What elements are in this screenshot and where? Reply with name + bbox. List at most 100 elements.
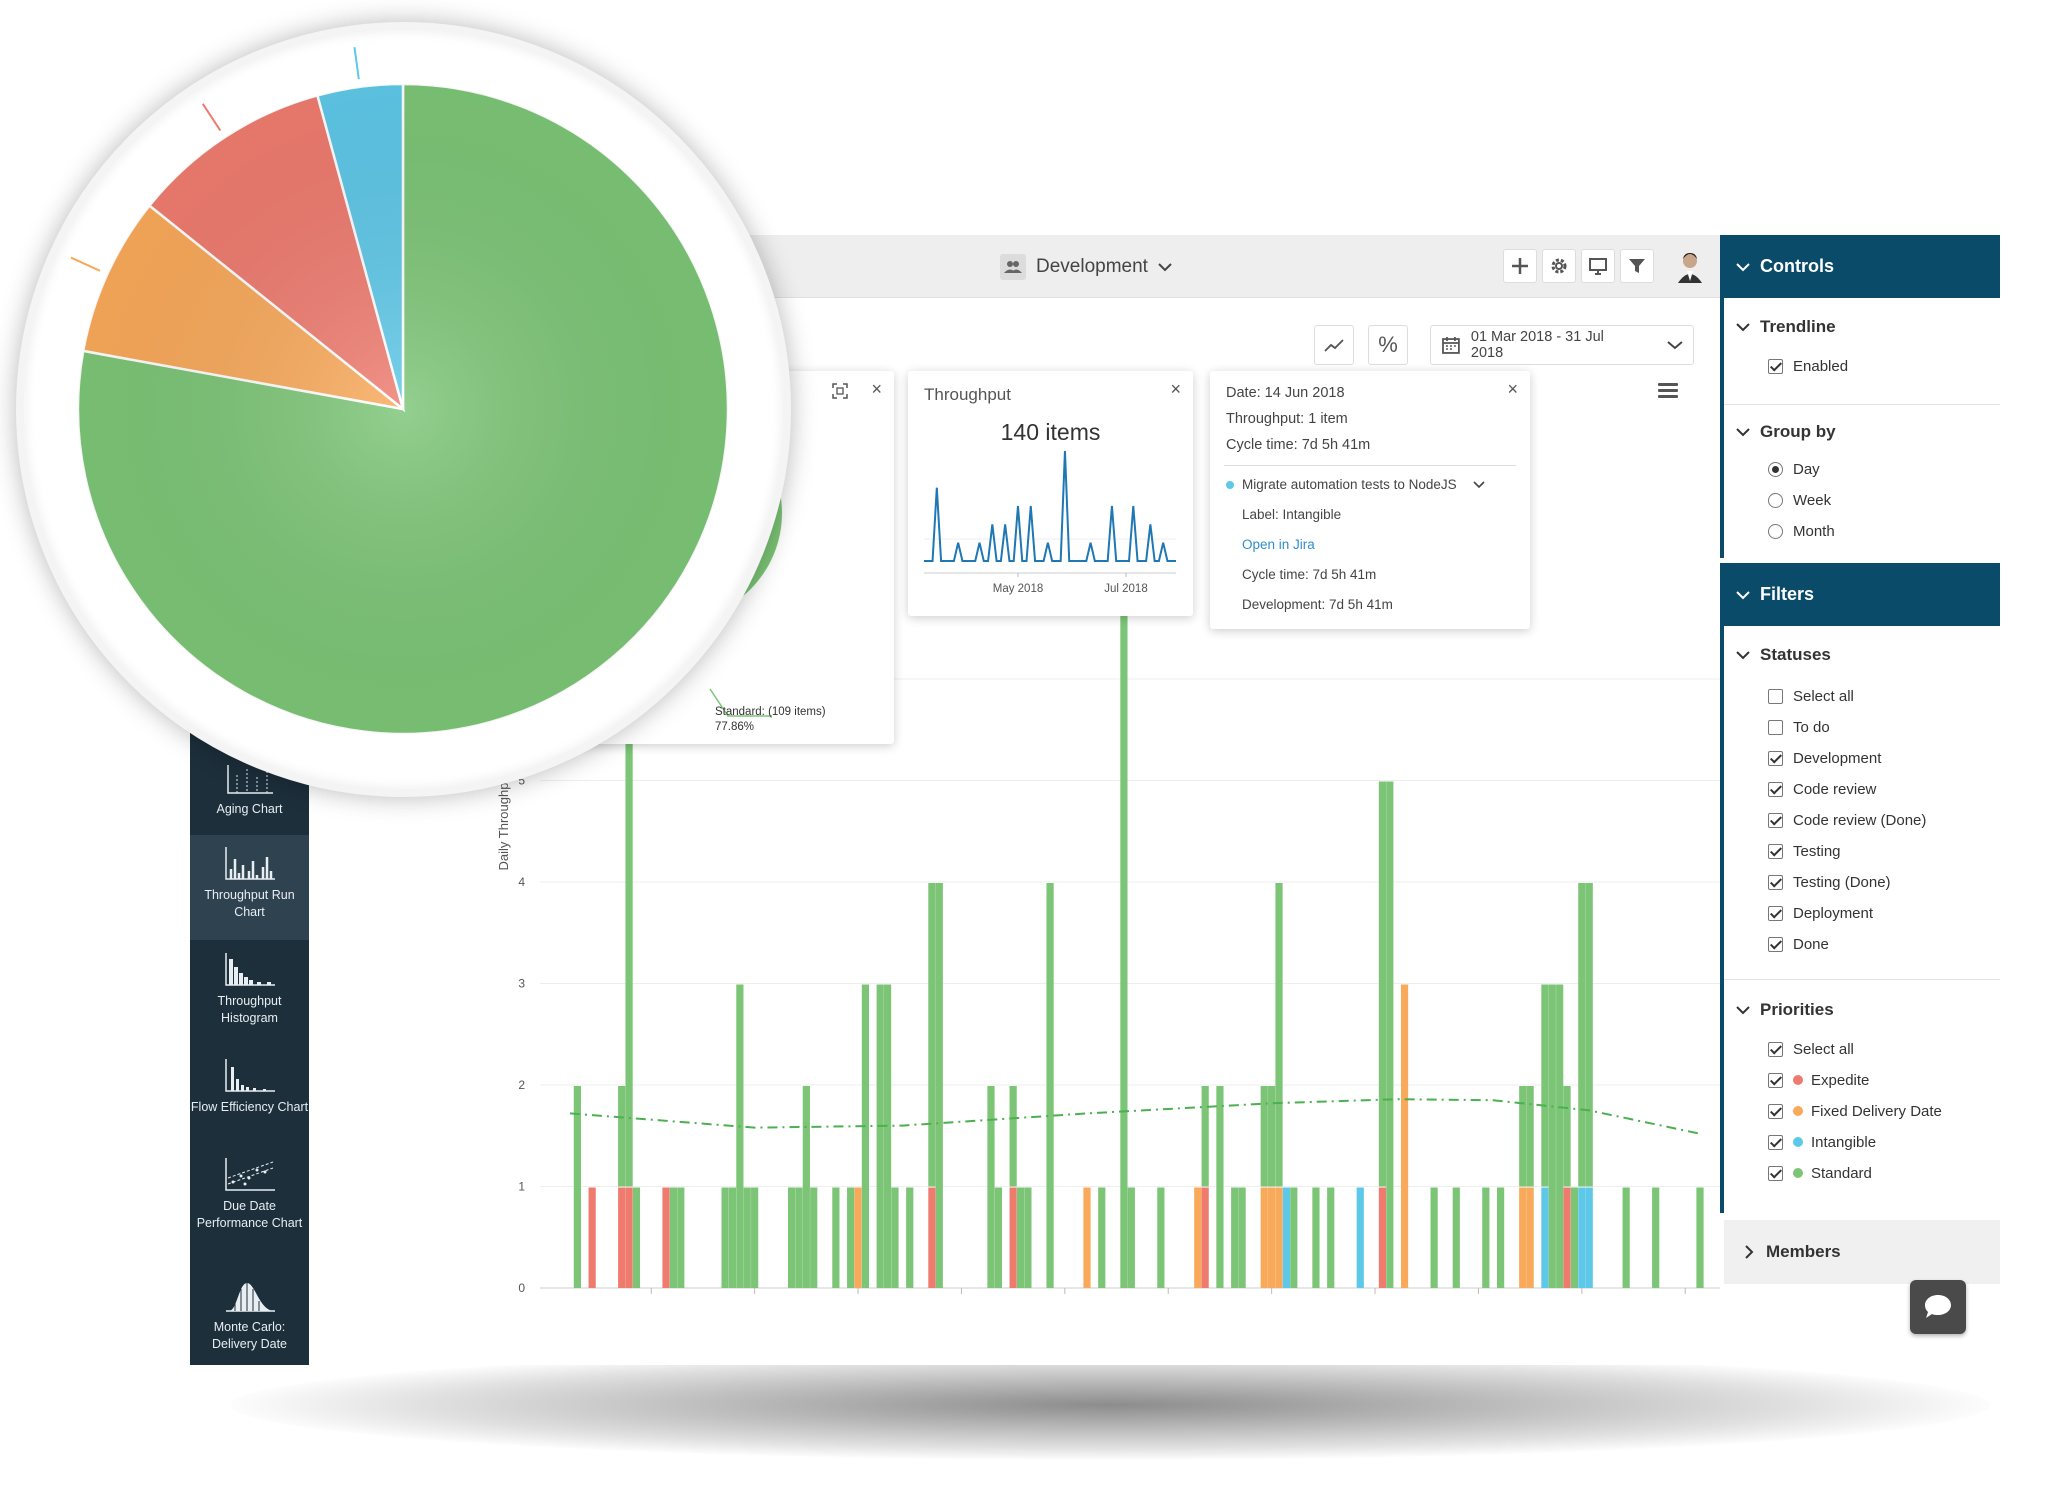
y-tick-label: 5 [518, 774, 525, 788]
priorities-section-toggle[interactable]: Priorities [1736, 1000, 1834, 1020]
y-tick-label: 1 [518, 1180, 525, 1194]
filters-header[interactable]: Filters [1720, 563, 2000, 626]
checkbox[interactable] [1768, 1072, 1783, 1088]
bar-segment [935, 883, 943, 1288]
priority-filter-option[interactable]: Intangible [1768, 1132, 1876, 1152]
status-filter-option[interactable]: Code review [1768, 779, 1876, 799]
radio[interactable] [1768, 461, 1783, 477]
status-filter-option[interactable]: To do [1768, 717, 1830, 737]
focus-icon[interactable] [832, 383, 848, 399]
checkbox[interactable] [1768, 812, 1783, 828]
checkbox[interactable] [1768, 688, 1783, 704]
option-label: Done [1793, 935, 1829, 953]
bar-segment [1120, 578, 1128, 1288]
standard-dot [1793, 1168, 1803, 1178]
checkbox[interactable] [1768, 936, 1783, 952]
checkbox[interactable] [1768, 843, 1783, 859]
option-label: Intangible [1811, 1133, 1877, 1151]
expedite-dot [1793, 1075, 1803, 1085]
nav-due-date-performance-chart[interactable]: Due Date Performance Chart [190, 1150, 309, 1265]
trendline-section-toggle[interactable]: Trendline [1736, 317, 1836, 337]
bar-segment [1009, 1086, 1017, 1187]
bar-segment [1157, 1187, 1165, 1288]
bar-segment [1312, 1187, 1320, 1288]
radio[interactable] [1768, 523, 1783, 539]
bar-segment [1378, 781, 1387, 1187]
chevron-down-icon [1736, 428, 1750, 437]
status-filter-option[interactable]: Development [1768, 748, 1881, 768]
nav-throughput-histogram[interactable]: Throughput Histogram [190, 947, 309, 1047]
divider [1224, 465, 1516, 466]
priority-filter-option[interactable]: Expedite [1768, 1070, 1869, 1090]
nav-flow-efficiency-chart[interactable]: Flow Efficiency Chart [190, 1053, 309, 1153]
groupby-option-month[interactable]: Month [1768, 521, 1835, 541]
checkbox[interactable] [1768, 358, 1783, 374]
status-filter-option[interactable]: Testing [1768, 841, 1841, 861]
team-selector[interactable]: Development [1000, 249, 1172, 285]
filter-button[interactable] [1620, 249, 1654, 283]
groupby-option-day[interactable]: Day [1768, 459, 1820, 479]
bar-segment [1009, 1187, 1017, 1288]
status-filter-option[interactable]: Code review (Done) [1768, 810, 1926, 830]
chevron-down-icon [1158, 263, 1172, 272]
priority-filter-option[interactable]: Select all [1768, 1039, 1854, 1059]
nav-aging-chart[interactable]: Aging Chart [190, 765, 309, 835]
status-filter-option[interactable]: Done [1768, 934, 1829, 954]
date-range-picker[interactable]: 01 Mar 2018 - 31 Jul 2018 [1430, 325, 1694, 365]
open-in-jira-link[interactable]: Open in Jira [1242, 537, 1315, 552]
display-button[interactable] [1581, 249, 1615, 283]
checkbox[interactable] [1768, 1165, 1783, 1181]
status-filter-option[interactable]: Testing (Done) [1768, 872, 1891, 892]
bar-segment [1563, 1187, 1571, 1288]
close-icon[interactable]: × [871, 379, 882, 399]
close-icon[interactable]: × [1170, 379, 1181, 399]
checkbox[interactable] [1768, 874, 1783, 890]
checkbox[interactable] [1768, 781, 1783, 797]
bar-segment [787, 1187, 796, 1288]
status-filter-option[interactable]: Select all [1768, 686, 1854, 706]
priority-filter-option[interactable]: Standard [1768, 1163, 1872, 1183]
work-item-cycle-time: Cycle time: 7d 5h 41m [1242, 567, 1377, 582]
nav-throughput-run-chart[interactable]: Throughput Run Chart [190, 835, 309, 940]
nav-monte-carlo-delivery-date[interactable]: Monte Carlo: Delivery Date [190, 1273, 309, 1365]
groupby-section-toggle[interactable]: Group by [1736, 422, 1836, 442]
statuses-section-toggle[interactable]: Statuses [1736, 645, 1831, 665]
checkbox[interactable] [1768, 1103, 1783, 1119]
status-filter-option[interactable]: Deployment [1768, 903, 1873, 923]
checkbox[interactable] [1768, 750, 1783, 766]
chart-menu-button[interactable] [1658, 383, 1678, 399]
controls-header[interactable]: Controls [1720, 235, 2000, 298]
add-button[interactable] [1503, 249, 1537, 283]
throughput-summary-popup: Throughput × 140 items May 2018 Jul 2018 [908, 371, 1193, 616]
chart-navigation: Aging Chart Throughput Run Chart Through… [190, 725, 309, 1365]
detail-work-item[interactable]: Migrate automation tests to NodeJS [1226, 477, 1485, 492]
radio[interactable] [1768, 492, 1783, 508]
checkbox[interactable] [1768, 905, 1783, 921]
bar-segment [987, 1086, 995, 1288]
option-label: Testing [1793, 842, 1841, 860]
groupby-option-week[interactable]: Week [1768, 490, 1831, 510]
bar-segment [1194, 1187, 1202, 1288]
nav-label: Due Date Performance Chart [196, 1199, 303, 1230]
monte-carlo-icon [225, 1283, 275, 1312]
option-label: Code review (Done) [1793, 811, 1927, 829]
members-section-toggle[interactable]: Members [1724, 1220, 2000, 1284]
close-icon[interactable]: × [1507, 379, 1518, 399]
settings-button[interactable] [1542, 249, 1576, 283]
percent-toggle-button[interactable]: % [1368, 325, 1408, 365]
trendline-toggle-button[interactable] [1314, 325, 1354, 365]
bar-segment [1578, 883, 1586, 1187]
chat-button[interactable] [1910, 1280, 1966, 1334]
checkbox[interactable] [1768, 719, 1783, 735]
avatar[interactable] [1670, 247, 1710, 287]
bar-segment [1282, 1187, 1291, 1288]
option-label: Development [1793, 749, 1882, 767]
trendline-enabled-option[interactable]: Enabled [1768, 356, 1848, 376]
priority-filter-option[interactable]: Fixed Delivery Date [1768, 1101, 1942, 1121]
statuses-title: Statuses [1760, 645, 1831, 664]
checkbox[interactable] [1768, 1134, 1783, 1150]
bar-segment [1563, 1086, 1571, 1187]
pie-leader-line [201, 103, 222, 132]
checkbox[interactable] [1768, 1041, 1783, 1057]
